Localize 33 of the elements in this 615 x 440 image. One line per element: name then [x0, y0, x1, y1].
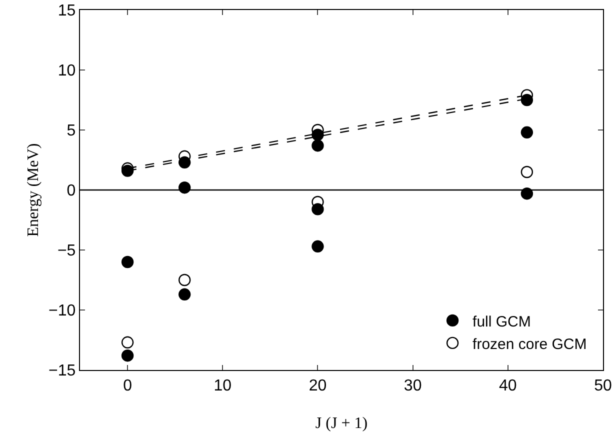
x-tick-label: 50 [594, 377, 612, 394]
point [520, 166, 534, 178]
point [520, 94, 534, 106]
y-tick-label: −5 [57, 242, 76, 260]
y-tick-label: 10 [58, 62, 76, 80]
y-tick-label: 0 [66, 182, 76, 200]
point [312, 203, 324, 216]
x-axis-title: J (J + 1) [315, 415, 368, 432]
y-tick-label: 15 [58, 2, 76, 20]
point [121, 164, 134, 177]
y-tick-label: 5 [66, 122, 76, 140]
point [121, 350, 134, 362]
x-tick-label: 40 [499, 377, 517, 394]
point [312, 128, 324, 141]
point [121, 256, 134, 268]
point [178, 274, 191, 286]
point [178, 156, 191, 168]
point [520, 188, 534, 200]
y-tick-label: −10 [48, 302, 76, 320]
legend-label: full GCM [472, 313, 531, 330]
point [312, 140, 324, 152]
x-tick-label: 20 [308, 377, 327, 394]
point [312, 240, 324, 252]
x-tick-label: 30 [404, 377, 422, 394]
point [178, 182, 191, 194]
y-tick-label: −15 [48, 362, 76, 380]
point [178, 288, 191, 300]
x-tick-label: 0 [123, 377, 132, 394]
legend-label: frozen core GCM [472, 336, 587, 353]
y-axis-title: Energy (MeV) [24, 143, 42, 237]
point [520, 126, 534, 138]
point [121, 336, 134, 348]
x-tick-label: 10 [214, 377, 232, 394]
